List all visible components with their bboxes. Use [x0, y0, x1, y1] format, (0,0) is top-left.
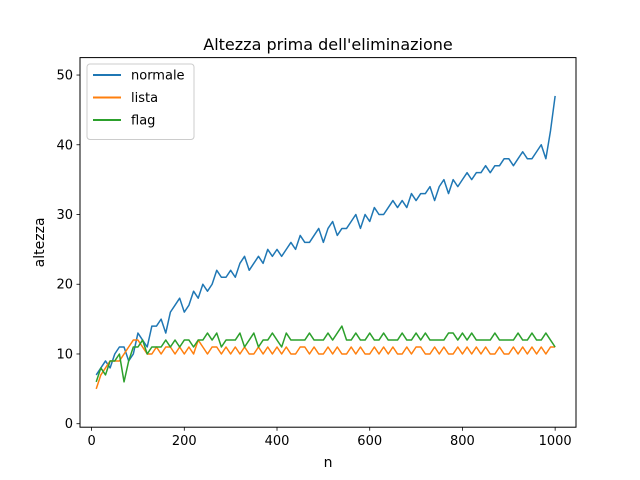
x-tick-label: 0 [87, 434, 95, 449]
legend: normale lista flag [86, 63, 195, 140]
x-tick-label: 400 [265, 434, 290, 449]
y-axis-label: altezza [32, 217, 48, 267]
y-tick-label: 10 [56, 347, 73, 362]
legend-label-flag: flag [131, 114, 155, 129]
y-tick-label: 40 [56, 138, 73, 153]
legend-label-lista: lista [131, 91, 158, 106]
x-tick-label: 800 [450, 434, 475, 449]
plot-frame [79, 57, 577, 428]
series-line-lista [95, 339, 556, 390]
x-tick-label: 600 [357, 434, 382, 449]
x-axis-label: n [324, 455, 333, 471]
y-axis-ticks: 0 10 20 30 40 50 [56, 69, 80, 432]
series-line-normale [95, 95, 556, 376]
x-tick-label: 200 [172, 434, 197, 449]
y-tick-label: 20 [56, 278, 73, 293]
y-tick-label: 50 [56, 69, 73, 84]
legend-label-normale: normale [131, 69, 185, 84]
series-line-flag [95, 325, 556, 383]
y-tick-label: 30 [56, 208, 73, 223]
chart-title: Altezza prima dell'eliminazione [203, 35, 452, 54]
y-tick-label: 0 [65, 417, 73, 432]
x-axis-ticks: 0 200 400 600 800 1000 [87, 427, 572, 449]
x-tick-label: 1000 [539, 434, 572, 449]
plot-lines [95, 95, 556, 390]
